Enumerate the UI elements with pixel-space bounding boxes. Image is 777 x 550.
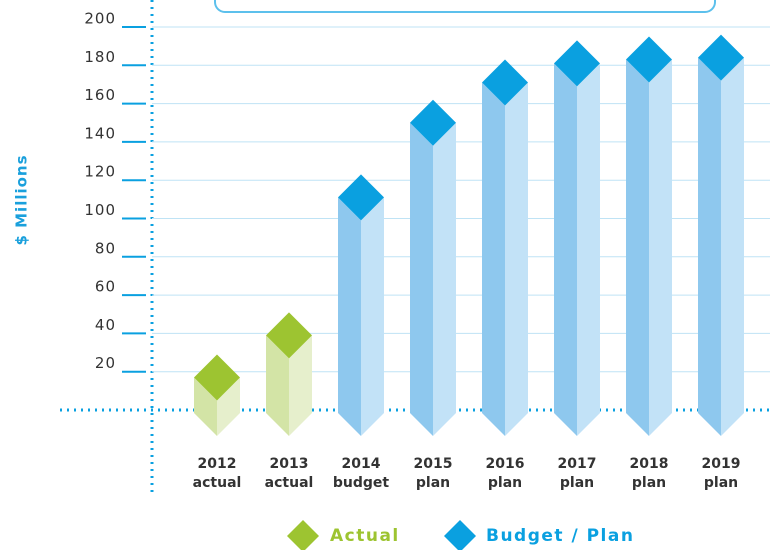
bar-top [338,174,384,221]
x-tick-label: 2018 [630,456,669,472]
bar-left-face [698,57,721,436]
x-tick-label: plan [488,475,522,491]
bar [410,99,456,436]
x-tick-label: budget [333,475,390,491]
legend-swatch [287,520,319,550]
y-tick-label: 80 [95,239,116,257]
bar [698,34,744,436]
bar-top [554,40,600,87]
y-tick-label: 20 [95,354,116,372]
x-tick-label: actual [265,475,314,491]
x-tick-label: plan [416,475,450,491]
bar-left-face [410,122,433,436]
y-tick-label: 120 [84,163,116,181]
legend-swatch [444,520,476,550]
x-tick-label: 2019 [702,456,741,472]
y-tick-label: 180 [84,48,116,66]
x-tick-label: 2014 [342,456,381,472]
bar [482,59,528,436]
y-tick-label: 140 [84,124,116,142]
bar-top [482,59,528,106]
bar-right-face [289,335,312,436]
x-tick-label: plan [560,475,594,491]
bar-left-face [194,377,217,436]
x-tick-label: 2013 [270,456,309,472]
legend-label: Actual [330,526,400,546]
x-tick-label: 2017 [558,456,597,472]
bar [338,174,384,436]
title-frame [214,0,716,13]
bar-right-face [577,63,600,436]
bar-left-face [266,335,289,436]
bar [266,312,312,436]
legend-label: Budget / Plan [486,526,634,546]
bar-right-face [433,122,456,436]
x-tick-label: plan [632,475,666,491]
bar-left-face [626,59,649,437]
bar-right-face [721,57,744,436]
bar-top [410,99,456,146]
x-tick-label: actual [193,475,242,491]
bar-top [698,34,744,81]
bar-right-face [361,197,384,436]
x-tick-label: 2016 [486,456,525,472]
bar-right-face [649,59,672,437]
y-tick-label: 160 [84,86,116,104]
bar [554,40,600,436]
bar-right-face [217,377,240,436]
y-tick-label: 60 [95,278,116,296]
y-tick-label: 200 [84,10,116,28]
bar-left-face [482,82,505,436]
y-tick-label: 40 [95,316,116,334]
bar-left-face [338,197,361,436]
bar-right-face [505,82,528,436]
bar-top [266,312,312,359]
x-tick-label: plan [704,475,738,491]
bar [194,354,240,436]
bar-left-face [554,63,577,436]
bar [626,36,672,437]
y-tick-label: 100 [84,201,116,219]
bar-top [194,354,240,401]
x-tick-label: 2015 [414,456,453,472]
x-tick-label: 2012 [198,456,237,472]
y-axis-label: $ Millions [13,154,31,245]
bar-top [626,36,672,83]
